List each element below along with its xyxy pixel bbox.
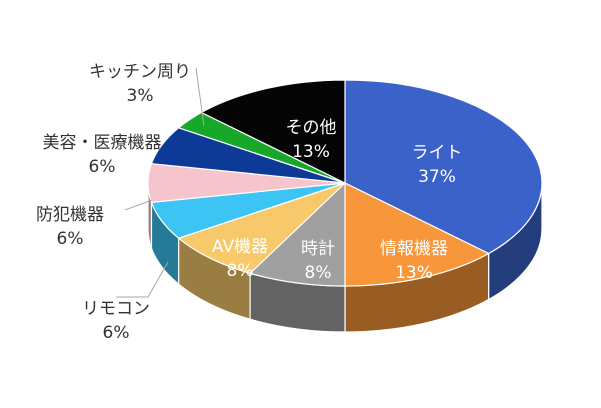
slice-percent-6: 6% — [89, 157, 116, 177]
slice-name-3: AV機器 — [212, 237, 268, 257]
slice-name-6: 美容・医療機器 — [43, 133, 162, 153]
slice-percent-0: 37% — [418, 167, 456, 187]
slice-percent-5: 6% — [57, 229, 84, 249]
slice-1 — [344, 182, 490, 287]
slice-label-2: 時計 8% — [301, 239, 335, 283]
slice-percent-4: 6% — [103, 323, 130, 343]
slice-name-0: ライト — [412, 143, 463, 163]
slice-percent-8: 13% — [292, 142, 330, 162]
slice-label-4: リモコン 6% — [82, 299, 150, 343]
slice-percent-2: 8% — [305, 263, 332, 283]
slice-label-7: キッチン周り 3% — [89, 62, 191, 106]
slice-name-8: その他 — [286, 118, 337, 138]
pie-top-faces — [147, 79, 543, 287]
slice-0 — [344, 79, 543, 255]
slice-label-5: 防犯機器 6% — [36, 205, 104, 249]
slice-label-1: 情報機器 13% — [380, 239, 448, 283]
leader-line-7 — [195, 67, 205, 127]
slice-label-8: その他 13% — [286, 118, 337, 162]
leader-line-5 — [124, 199, 153, 211]
slice-label-3: AV機器 8% — [212, 237, 268, 281]
slice-name-7: キッチン周り — [89, 62, 191, 82]
slice-3 — [177, 182, 346, 274]
slice-8 — [200, 79, 346, 184]
slice-percent-7: 3% — [127, 86, 154, 106]
slice-label-6: 美容・医療機器 6% — [43, 133, 162, 177]
slice-name-5: 防犯機器 — [36, 205, 104, 225]
slice-label-0: ライト 37% — [412, 143, 463, 187]
slice-2 — [248, 181, 346, 287]
leader-lines — [116, 67, 205, 298]
slice-name-4: リモコン — [82, 299, 150, 319]
slice-percent-3: 8% — [227, 261, 254, 281]
leader-line-4 — [116, 261, 169, 298]
slice-name-2: 時計 — [301, 239, 335, 259]
slice-percent-1: 13% — [395, 263, 433, 283]
slice-name-1: 情報機器 — [380, 239, 448, 259]
slice-labels: ライト 37%情報機器 13%時計 8%AV機器 8%リモコン 6%防犯機器 6%美容・医療… — [36, 62, 463, 343]
